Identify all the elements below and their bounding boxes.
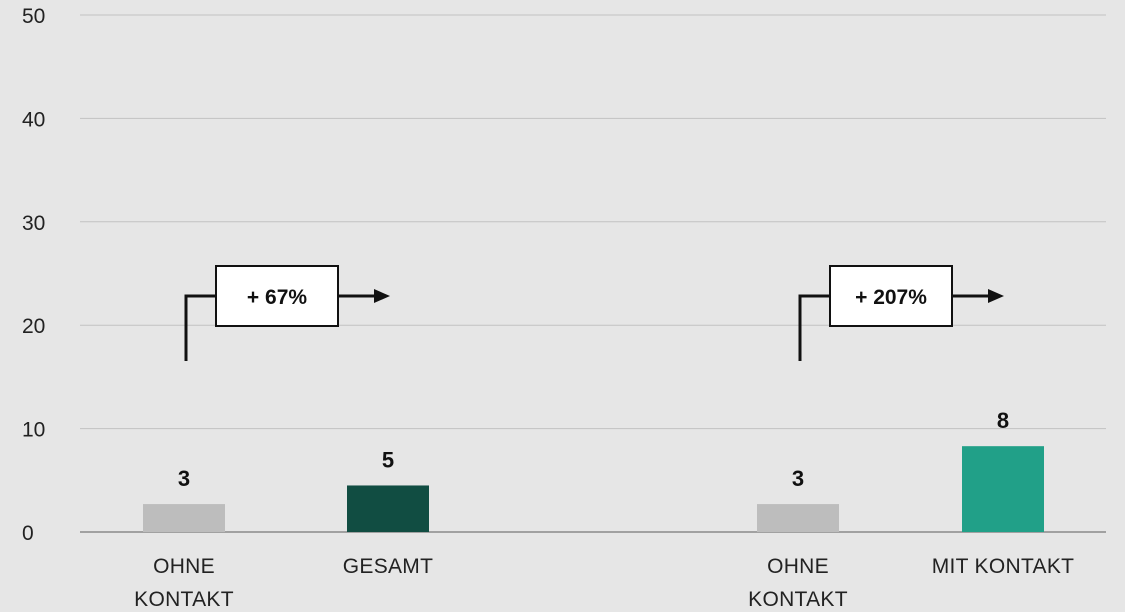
- x-tick-label: KONTAKT: [134, 588, 234, 611]
- bar: [757, 504, 839, 532]
- x-tick-label: OHNE: [153, 555, 215, 578]
- bar-value-label: 5: [382, 447, 394, 472]
- x-tick-label: KONTAKT: [748, 588, 848, 611]
- bar: [143, 504, 225, 532]
- annotation-bracket: [184, 294, 216, 361]
- annotation-bracket: [798, 294, 830, 361]
- x-tick-label: MIT KONTAKT: [932, 555, 1075, 578]
- y-tick-label: 40: [22, 108, 45, 131]
- bar-value-label: 3: [792, 466, 804, 491]
- annotation-box: [829, 265, 953, 327]
- bar: [962, 446, 1044, 532]
- x-tick-label: GESAMT: [343, 555, 433, 578]
- arrow-right-icon: [988, 289, 1004, 303]
- bar-value-label: 3: [178, 466, 190, 491]
- annotation-label: + 67%: [247, 286, 307, 309]
- x-tick-label: OHNE: [767, 555, 829, 578]
- y-tick-label: 50: [22, 5, 45, 28]
- arrow-right-icon: [374, 289, 390, 303]
- y-tick-label: 20: [22, 315, 45, 338]
- annotation-box: [215, 265, 339, 327]
- bar-value-label: 8: [997, 408, 1009, 433]
- y-tick-label: 10: [22, 419, 45, 442]
- bar: [347, 485, 429, 532]
- annotation-label: + 207%: [855, 286, 927, 309]
- y-tick-label: 30: [22, 212, 45, 235]
- y-tick-label: 0: [22, 522, 34, 545]
